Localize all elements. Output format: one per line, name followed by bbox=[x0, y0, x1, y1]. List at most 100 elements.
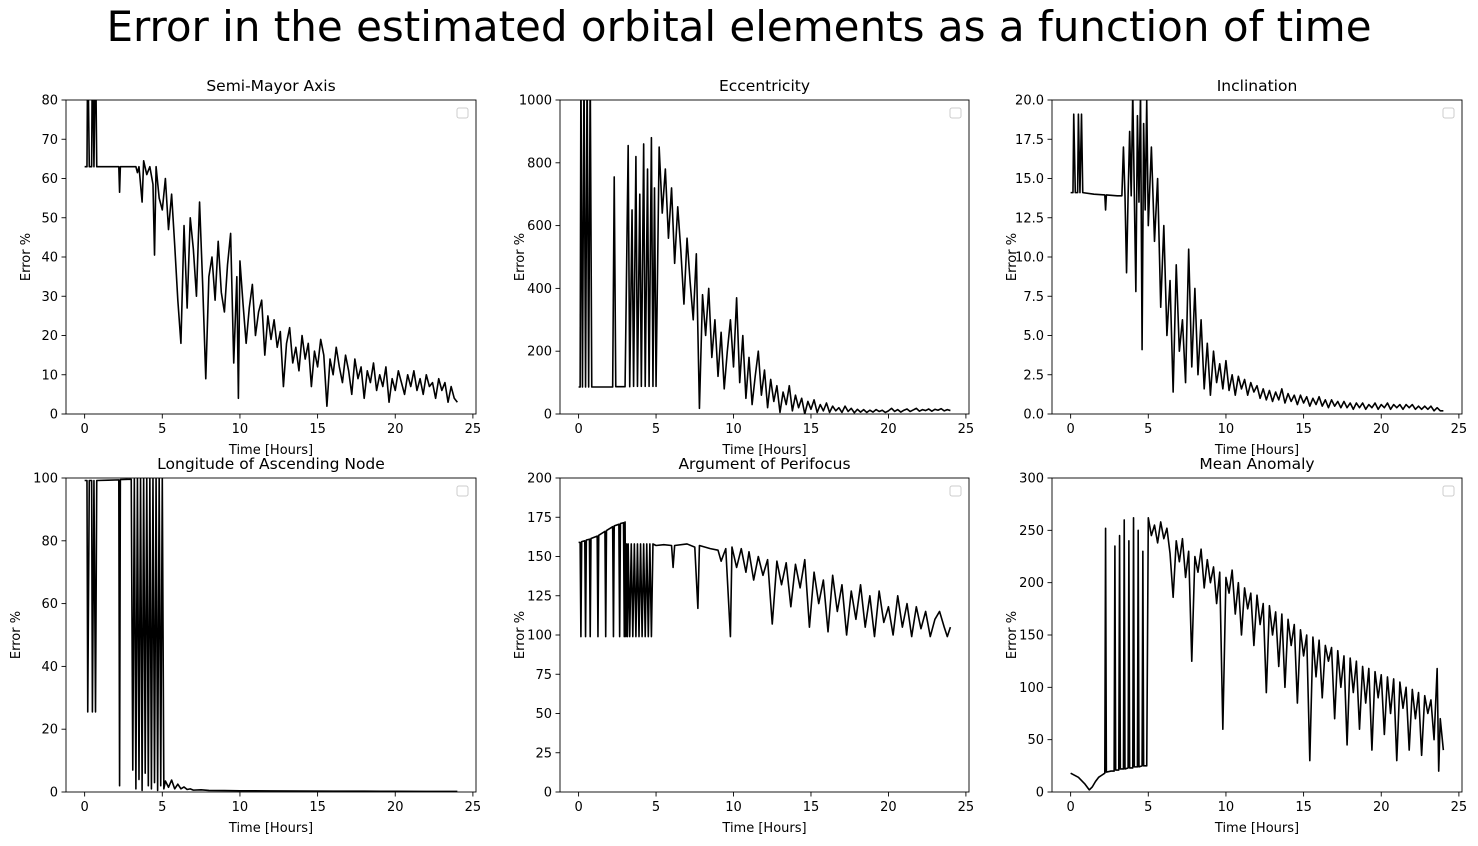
x-tick-label: 15 bbox=[1295, 422, 1312, 437]
x-tick-label: 0 bbox=[574, 800, 582, 815]
series-line-1 bbox=[1070, 100, 1444, 412]
y-tick-label: 15.0 bbox=[1015, 172, 1044, 187]
y-tick-label: 10 bbox=[41, 368, 58, 383]
subplot-title: Semi-Mayor Axis bbox=[206, 77, 335, 95]
axes-frame bbox=[1051, 99, 1463, 415]
x-tick-label: 10 bbox=[232, 422, 249, 437]
legend-box bbox=[1442, 485, 1455, 497]
x-tick-label: 15 bbox=[309, 422, 326, 437]
y-tick-label: 50 bbox=[1027, 733, 1044, 748]
y-tick-label: 0 bbox=[50, 408, 58, 423]
axes-frame bbox=[559, 477, 970, 793]
y-tick-label: 70 bbox=[41, 133, 58, 148]
x-axis-label: Time [Hours] bbox=[228, 821, 313, 836]
y-tick-label: 20 bbox=[41, 329, 58, 344]
y-tick-label: 7.5 bbox=[1023, 290, 1044, 305]
x-tick-label: 25 bbox=[1451, 800, 1468, 815]
x-tick-label: 20 bbox=[1373, 422, 1390, 437]
x-tick-label: 15 bbox=[803, 422, 820, 437]
x-axis-label: Time [Hours] bbox=[721, 821, 806, 836]
y-tick-label: 20 bbox=[41, 723, 58, 738]
y-tick-label: 100 bbox=[1019, 681, 1044, 696]
x-tick-label: 0 bbox=[1066, 800, 1074, 815]
axes-frame bbox=[65, 99, 477, 415]
y-tick-label: 40 bbox=[41, 251, 58, 266]
y-tick-label: 5.0 bbox=[1023, 329, 1044, 344]
subplot-1: 0 5 10 15 20 25 0 10 20 30 40 50 60 70 80 Semi-Mayor Ax… bbox=[19, 77, 482, 458]
legend-box bbox=[456, 485, 469, 497]
y-tick-label: 0.0 bbox=[1023, 408, 1044, 423]
y-tick-label: 80 bbox=[41, 534, 58, 549]
y-tick-label: 12.5 bbox=[1015, 211, 1044, 226]
x-axis-label: Time [Hours] bbox=[1214, 821, 1299, 836]
x-tick-label: 0 bbox=[1066, 422, 1074, 437]
axes-frame bbox=[559, 99, 970, 415]
subplot-title: Mean Anomaly bbox=[1199, 455, 1314, 473]
y-tick-label: 600 bbox=[527, 219, 552, 234]
x-tick-label: 0 bbox=[80, 800, 88, 815]
y-tick-label: 800 bbox=[527, 156, 552, 171]
subplot-title: Longitude of Ascending Node bbox=[157, 455, 385, 473]
x-tick-label: 10 bbox=[725, 422, 742, 437]
x-tick-label: 20 bbox=[387, 800, 404, 815]
x-tick-label: 20 bbox=[880, 422, 897, 437]
figure-title: Error in the estimated orbital elements … bbox=[106, 2, 1372, 51]
y-tick-label: 300 bbox=[1019, 472, 1044, 487]
y-tick-label: 20.0 bbox=[1015, 94, 1044, 109]
y-axis-label: Error % bbox=[1005, 233, 1020, 281]
x-tick-label: 20 bbox=[387, 422, 404, 437]
x-tick-label: 25 bbox=[465, 800, 482, 815]
x-tick-label: 5 bbox=[1144, 422, 1152, 437]
y-tick-label: 150 bbox=[527, 550, 552, 565]
y-tick-label: 60 bbox=[41, 597, 58, 612]
x-tick-label: 5 bbox=[1144, 800, 1152, 815]
y-tick-label: 100 bbox=[527, 629, 552, 644]
x-tick-label: 5 bbox=[158, 800, 166, 815]
x-tick-label: 25 bbox=[465, 422, 482, 437]
y-tick-label: 2.5 bbox=[1023, 368, 1044, 383]
y-tick-label: 250 bbox=[1019, 524, 1044, 539]
x-tick-label: 0 bbox=[80, 422, 88, 437]
x-tick-label: 25 bbox=[958, 800, 975, 815]
subplot-title: Eccentricity bbox=[719, 77, 810, 95]
y-tick-label: 125 bbox=[527, 589, 552, 604]
y-tick-label: 200 bbox=[1019, 576, 1044, 591]
x-tick-label: 15 bbox=[1295, 800, 1312, 815]
y-tick-label: 175 bbox=[527, 511, 552, 526]
subplot-2: 0 5 10 15 20 25 0 200 400 600 800 1000 Eccentricity T… bbox=[513, 77, 975, 458]
x-tick-label: 10 bbox=[725, 800, 742, 815]
y-tick-label: 50 bbox=[535, 707, 552, 722]
y-tick-label: 1000 bbox=[519, 94, 552, 109]
legend-box bbox=[949, 107, 962, 119]
series-line-1 bbox=[84, 478, 458, 792]
y-axis-label: Error % bbox=[513, 611, 528, 659]
series-line-1 bbox=[578, 521, 952, 638]
x-tick-label: 5 bbox=[158, 422, 166, 437]
y-tick-label: 0 bbox=[1036, 786, 1044, 801]
subplot-title: Inclination bbox=[1217, 77, 1298, 95]
y-tick-label: 200 bbox=[527, 472, 552, 487]
x-tick-label: 5 bbox=[652, 422, 660, 437]
series-line-1 bbox=[1070, 516, 1445, 791]
y-axis-label: Error % bbox=[9, 611, 24, 659]
y-tick-label: 0 bbox=[50, 786, 58, 801]
y-tick-label: 100 bbox=[33, 472, 58, 487]
subplot-5: 0 5 10 15 20 25 0 25 50 75 100 125 150 175 200 Argument… bbox=[513, 455, 974, 836]
x-tick-label: 25 bbox=[958, 422, 975, 437]
x-tick-label: 15 bbox=[309, 800, 326, 815]
y-tick-label: 30 bbox=[41, 290, 58, 305]
legend-box bbox=[1442, 107, 1455, 119]
axes-frame bbox=[65, 477, 477, 793]
series-line-1 bbox=[578, 100, 951, 414]
subplot-4: 0 5 10 15 20 25 0 20 40 60 80 100 Longitude of Ascen… bbox=[9, 455, 481, 836]
y-tick-label: 10.0 bbox=[1015, 251, 1044, 266]
x-axis-label: Time [Hours] bbox=[721, 443, 806, 458]
y-axis-label: Error % bbox=[19, 233, 34, 281]
y-axis-label: Error % bbox=[1005, 611, 1020, 659]
x-tick-label: 0 bbox=[574, 422, 582, 437]
y-tick-label: 40 bbox=[41, 660, 58, 675]
x-tick-label: 10 bbox=[1218, 422, 1235, 437]
y-tick-label: 50 bbox=[41, 211, 58, 226]
